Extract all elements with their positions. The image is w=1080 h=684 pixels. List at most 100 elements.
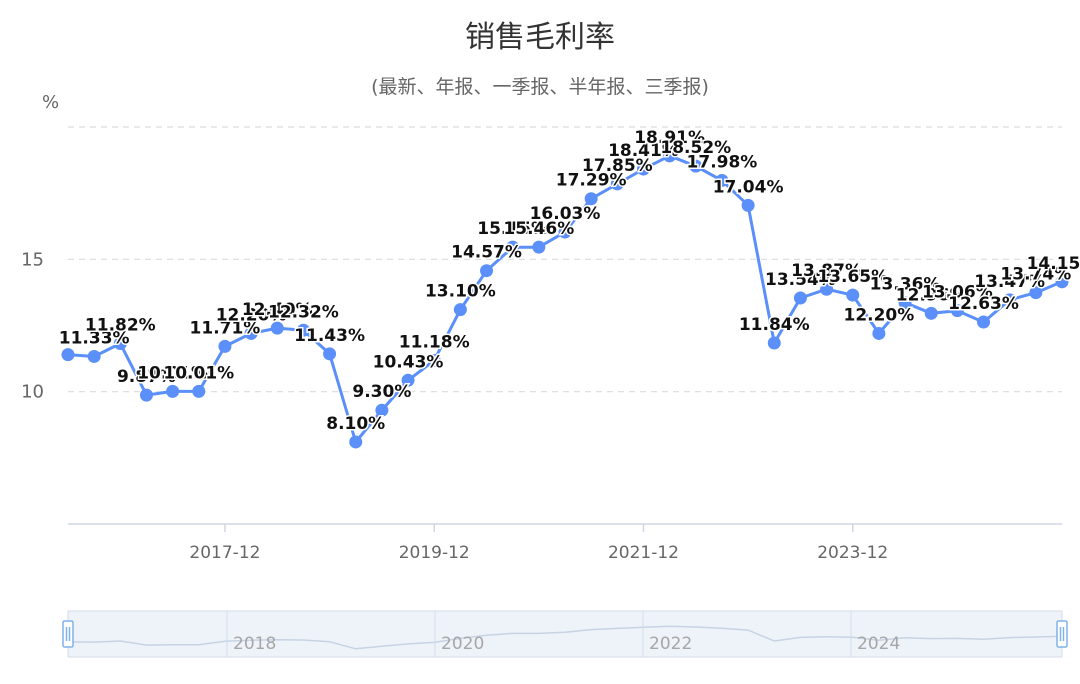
- data-label: 12.40%: [242, 300, 313, 320]
- data-label: 10.01%: [163, 363, 234, 383]
- data-point[interactable]: [349, 435, 363, 449]
- chart-subtitle: (最新、年报、一季报、半年报、三季报): [371, 76, 709, 98]
- data-point[interactable]: [453, 303, 467, 317]
- y-tick-label: 10: [21, 382, 44, 403]
- y-axis-unit: %: [42, 92, 60, 113]
- data-points: [61, 149, 1069, 449]
- data-label: 13.87%: [791, 261, 862, 281]
- data-point[interactable]: [846, 288, 860, 302]
- data-point[interactable]: [741, 198, 755, 212]
- x-tick-label: 2017-12: [189, 543, 260, 563]
- data-label: 12.32%: [268, 302, 339, 322]
- zoom-handle-left[interactable]: [62, 620, 74, 648]
- grid-lines: [68, 126, 1062, 393]
- data-point[interactable]: [139, 388, 153, 402]
- data-label: 14.57%: [451, 243, 522, 263]
- data-point[interactable]: [924, 306, 938, 320]
- data-label: 12.20%: [216, 305, 287, 325]
- data-label: 16.03%: [530, 204, 601, 224]
- data-labels: 11.33%11.82%9.87%10.01%10.01%11.71%12.20…: [57, 126, 1080, 435]
- data-point[interactable]: [767, 336, 781, 350]
- data-label: 12.20%: [843, 305, 914, 325]
- data-point[interactable]: [375, 403, 389, 417]
- data-label: 13.65%: [817, 267, 888, 287]
- data-point[interactable]: [872, 326, 886, 340]
- data-label: 13.10%: [425, 282, 496, 302]
- data-point[interactable]: [584, 192, 598, 206]
- data-label: 12.63%: [948, 294, 1019, 314]
- data-label: 13.47%: [974, 272, 1045, 292]
- data-point[interactable]: [1003, 293, 1017, 307]
- data-point[interactable]: [296, 323, 310, 337]
- x-tick-label: 2019-12: [399, 543, 470, 563]
- data-label: 13.36%: [870, 275, 941, 295]
- data-point[interactable]: [244, 326, 258, 340]
- data-point[interactable]: [192, 384, 206, 398]
- data-label: 9.30%: [352, 382, 411, 402]
- data-label: 17.98%: [687, 152, 758, 172]
- zoom-year-label: 2020: [441, 634, 484, 654]
- data-point[interactable]: [558, 225, 572, 239]
- data-point[interactable]: [218, 339, 232, 353]
- zoom-sparkline: [67, 625, 1063, 650]
- data-label: 10.43%: [373, 352, 444, 372]
- data-label: 18.52%: [660, 138, 731, 158]
- data-label: 11.18%: [399, 332, 470, 352]
- zoom-slider[interactable]: 2018 2020 2022 2024: [62, 610, 1068, 658]
- x-tick-label: 2023-12: [817, 543, 888, 563]
- handle-grip[interactable]: [1056, 620, 1068, 648]
- data-label: 14.15%: [1027, 254, 1080, 274]
- zoom-year-label: 2024: [857, 634, 900, 654]
- chart-title: 销售毛利率: [465, 20, 615, 55]
- data-point[interactable]: [1029, 286, 1043, 300]
- data-label: 17.85%: [582, 156, 653, 176]
- data-point[interactable]: [898, 296, 912, 310]
- data-point[interactable]: [427, 353, 441, 367]
- data-point[interactable]: [166, 384, 180, 398]
- data-point[interactable]: [113, 336, 127, 350]
- zoom-year-label: 2018: [233, 634, 276, 654]
- data-label: 8.10%: [326, 414, 385, 434]
- zoom-year-label: 2022: [649, 634, 692, 654]
- y-axis-ticks: 10 15: [21, 249, 44, 402]
- data-point[interactable]: [61, 348, 75, 362]
- zoom-handle-right[interactable]: [1056, 620, 1068, 648]
- y-tick-label: 15: [21, 249, 44, 270]
- data-point[interactable]: [689, 159, 703, 173]
- data-point[interactable]: [636, 162, 650, 176]
- handle-grip[interactable]: [62, 620, 74, 648]
- data-label: 12.96%: [896, 285, 967, 305]
- data-point[interactable]: [506, 240, 520, 254]
- data-point[interactable]: [715, 173, 729, 187]
- data-point[interactable]: [480, 264, 494, 278]
- data-label: 11.33%: [59, 328, 130, 348]
- zoom-selection[interactable]: [67, 610, 1063, 658]
- x-axis: 2017-12 2019-12 2021-12 2023-12: [68, 523, 1062, 563]
- data-point[interactable]: [532, 240, 546, 254]
- data-label: 11.43%: [294, 326, 365, 346]
- data-point[interactable]: [793, 291, 807, 305]
- data-label: 13.74%: [1000, 265, 1071, 285]
- data-point[interactable]: [977, 315, 991, 329]
- data-label: 17.29%: [556, 171, 627, 191]
- data-label: 15.46%: [503, 219, 574, 239]
- data-point[interactable]: [820, 282, 834, 296]
- data-label: 10.01%: [137, 363, 208, 383]
- data-point[interactable]: [401, 373, 415, 387]
- data-label: 11.84%: [739, 315, 810, 335]
- data-point[interactable]: [950, 304, 964, 318]
- data-point[interactable]: [87, 349, 101, 363]
- data-label: 13.54%: [765, 270, 836, 290]
- data-point[interactable]: [610, 177, 624, 191]
- data-label: 11.82%: [85, 315, 156, 335]
- data-label: 17.04%: [713, 177, 784, 197]
- data-label: 15.15%: [477, 219, 548, 239]
- data-point[interactable]: [1055, 275, 1069, 289]
- data-label: 18.91%: [634, 128, 705, 148]
- data-point[interactable]: [270, 321, 284, 335]
- data-label: 11.71%: [190, 318, 261, 338]
- data-point[interactable]: [323, 347, 337, 361]
- data-label: 13.06%: [922, 283, 993, 303]
- data-point[interactable]: [663, 149, 677, 163]
